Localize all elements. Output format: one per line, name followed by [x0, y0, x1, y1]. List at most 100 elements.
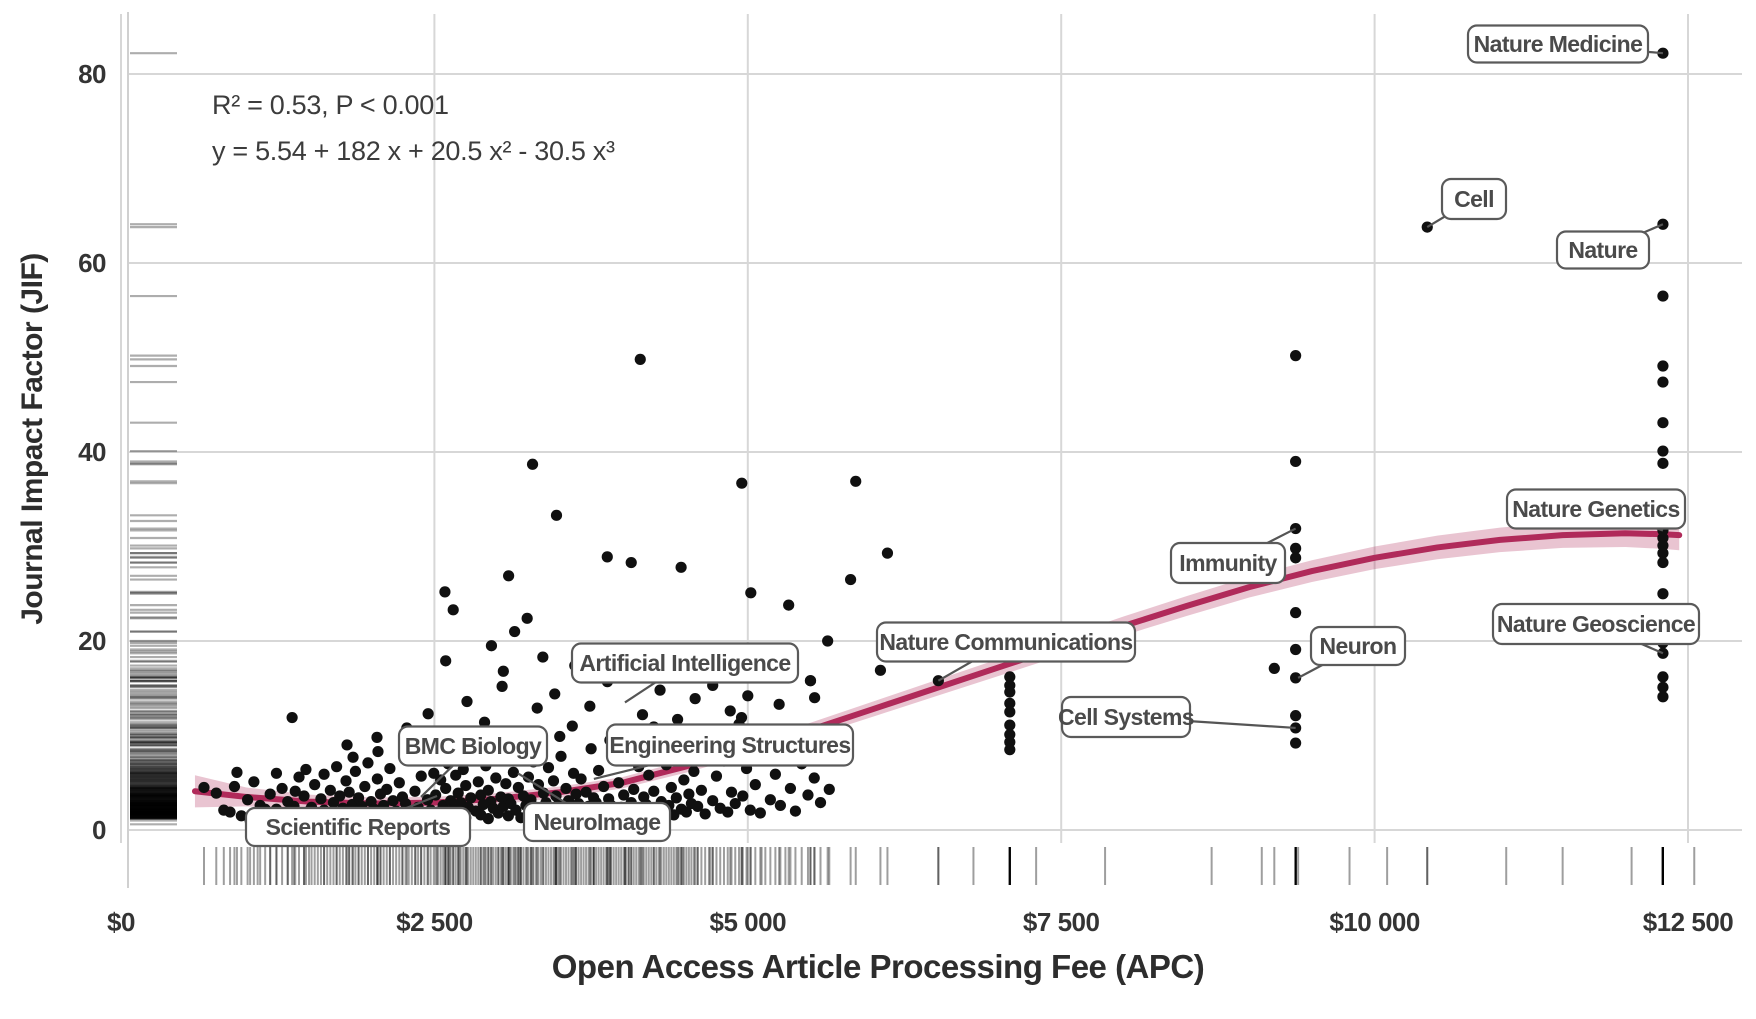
data-point [725, 786, 738, 798]
data-point [784, 782, 797, 795]
data-point [387, 795, 399, 807]
journal-label-box [397, 725, 549, 767]
data-point [823, 783, 835, 795]
data-point [465, 792, 477, 804]
data-point [264, 788, 276, 800]
y-tick-label: 80 [78, 59, 106, 89]
data-point [550, 509, 563, 521]
data-point [808, 772, 820, 784]
data-point [1004, 686, 1016, 698]
data-point [850, 475, 862, 487]
data-point [1657, 647, 1669, 659]
data-point [461, 695, 473, 708]
data-point [1268, 662, 1280, 675]
data-point [654, 684, 666, 696]
journal-label-box [1505, 488, 1687, 530]
data-point [1004, 671, 1016, 683]
data-point [440, 782, 452, 795]
data-point [636, 709, 649, 721]
data-point [347, 751, 359, 763]
data-point [1004, 706, 1016, 718]
data-point [618, 789, 630, 801]
data-point [439, 586, 451, 598]
data-point [613, 777, 625, 789]
data-point [688, 765, 700, 778]
journal-label-box [1555, 230, 1651, 270]
y-tick-label: 60 [78, 248, 106, 278]
data-point [736, 477, 748, 489]
data-point [318, 768, 330, 780]
data-point [1657, 671, 1669, 683]
data-point [435, 774, 447, 786]
data-point [1004, 719, 1016, 731]
data-point [665, 781, 677, 794]
data-point [1290, 607, 1302, 619]
data-point [542, 762, 555, 774]
data-point [754, 807, 766, 819]
data-point [1290, 722, 1302, 734]
data-point [341, 739, 353, 751]
data-point [537, 651, 549, 663]
data-point [359, 780, 371, 793]
data-point [409, 785, 421, 797]
data-point [844, 573, 857, 586]
data-point [362, 757, 374, 769]
data-point [695, 784, 708, 796]
data-point [231, 766, 243, 778]
data-point [789, 805, 802, 817]
data-point [447, 604, 459, 616]
data-point [1290, 455, 1302, 468]
data-point [745, 587, 757, 599]
data-point [393, 777, 405, 789]
data-point [248, 776, 260, 788]
y-tick-label: 20 [78, 626, 106, 656]
data-point [490, 772, 502, 784]
x-tick-label: $2 500 [396, 907, 473, 937]
data-point [735, 711, 748, 724]
data-point [440, 655, 452, 667]
data-point [628, 783, 640, 795]
data-point [276, 782, 288, 795]
data-point [485, 640, 498, 652]
data-point [549, 688, 561, 700]
data-point [680, 806, 692, 818]
data-point [286, 711, 298, 724]
data-point [1657, 691, 1669, 703]
data-point [309, 779, 321, 791]
journal-label-box [1491, 602, 1701, 646]
journal-label-box [1440, 177, 1508, 221]
journal-label-text: Engineering Structures [609, 732, 850, 758]
data-point [497, 665, 509, 677]
data-point [648, 785, 660, 797]
journal-label-text: NeuroImage [534, 809, 661, 835]
data-point [482, 784, 494, 796]
journal-label-box [1466, 24, 1650, 64]
journal-label-text: Cell Systems [1058, 704, 1194, 730]
journal-label-text: Nature Geoscience [1497, 611, 1695, 637]
journal-label-text: Neuron [1320, 633, 1397, 659]
data-point [1657, 290, 1669, 302]
data-point [634, 353, 646, 365]
data-point [1290, 672, 1302, 684]
data-point [671, 713, 684, 726]
journal-label-box [875, 621, 1137, 663]
data-point [881, 547, 894, 559]
data-point [1657, 556, 1669, 569]
data-point [742, 690, 754, 702]
data-point [814, 796, 827, 809]
journal-label-text: Artificial Intelligence [579, 650, 790, 676]
data-point [482, 813, 494, 825]
journal-label-box [605, 723, 855, 767]
data-point [531, 702, 543, 714]
data-point [526, 458, 539, 470]
data-point [210, 787, 222, 799]
data-point [235, 810, 247, 822]
data-point [737, 790, 749, 802]
data-point [496, 680, 508, 692]
data-point [554, 730, 566, 743]
data-point [643, 769, 655, 781]
data-point [809, 692, 821, 704]
data-point [371, 773, 383, 785]
data-point [773, 698, 785, 710]
